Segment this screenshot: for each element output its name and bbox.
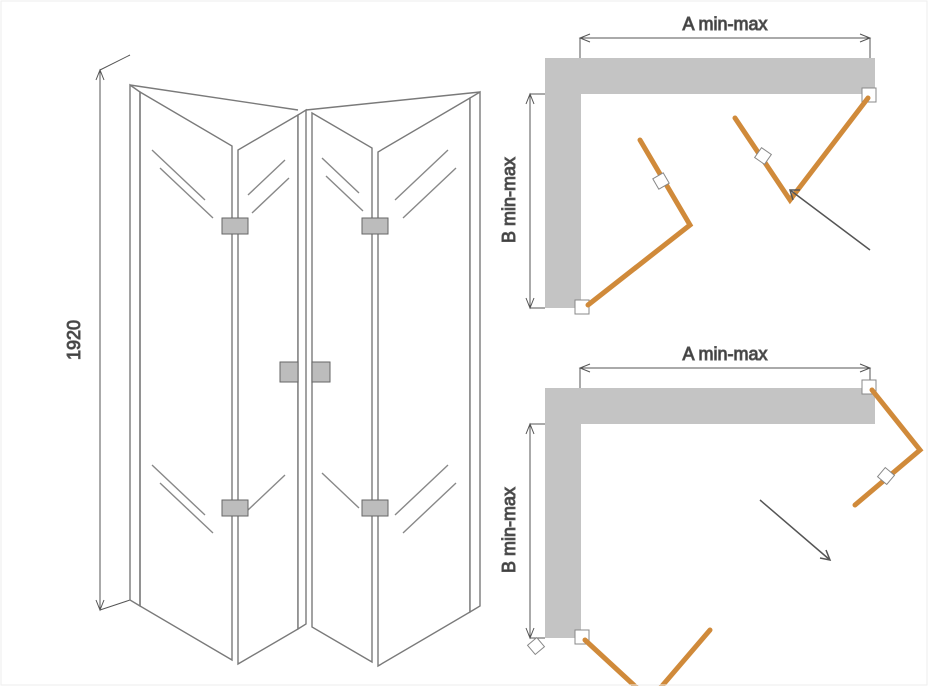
plan-view-bottom: A min-max B min-max	[499, 344, 920, 686]
doors-bottom	[528, 390, 920, 686]
doors-top	[588, 98, 868, 305]
exit-arrow-bottom	[760, 500, 830, 560]
a-label-bottom: A min-max	[682, 344, 767, 364]
diagram-canvas: 1920	[0, 0, 928, 686]
a-label-top: A min-max	[682, 14, 767, 34]
b-label-top: B min-max	[499, 157, 519, 243]
isometric-enclosure: 1920	[64, 55, 480, 666]
entry-arrow-top	[790, 190, 870, 250]
dimension-a-bottom: A min-max	[580, 344, 870, 388]
plan-view-top: A min-max B min-max	[499, 14, 876, 314]
dimension-a-top: A min-max	[580, 14, 870, 58]
dimension-height: 1920	[64, 55, 130, 610]
dimension-b-top: B min-max	[499, 94, 545, 308]
dimension-b-bottom: B min-max	[499, 424, 545, 638]
walls-bottom	[545, 388, 875, 638]
walls-top	[545, 58, 875, 308]
height-label: 1920	[64, 320, 84, 360]
b-label-bottom: B min-max	[499, 487, 519, 573]
